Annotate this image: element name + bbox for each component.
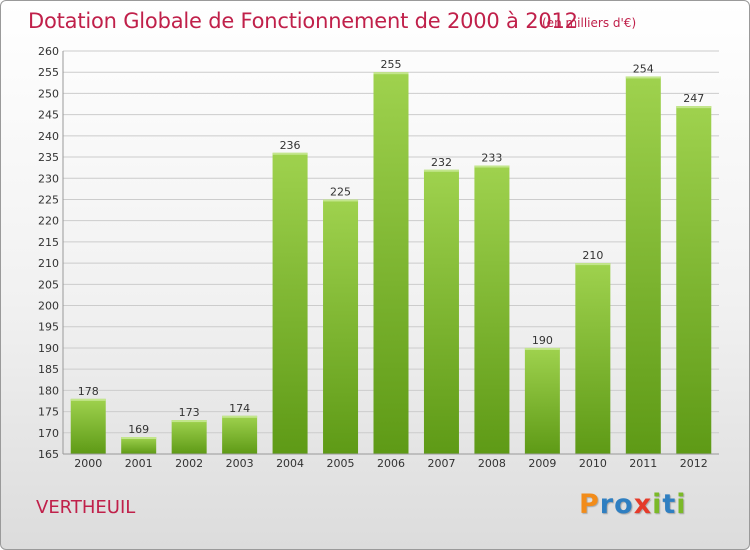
x-tick-label-2012: 2012 (680, 457, 708, 470)
logo-letter: t (662, 489, 677, 520)
value-label-2004: 236 (280, 139, 301, 152)
value-label-2002: 173 (179, 406, 200, 419)
bar-highlight (272, 152, 308, 155)
x-tick-label-2000: 2000 (74, 457, 102, 470)
bar-highlight (423, 169, 459, 172)
bar-highlight (676, 106, 712, 109)
value-label-2007: 232 (431, 156, 452, 169)
y-tick-label: 180 (38, 384, 59, 397)
chart-title: Dotation Globale de Fonctionnement de 20… (28, 9, 578, 33)
logo-letter: i (676, 489, 687, 520)
y-tick-label: 215 (38, 236, 59, 249)
bars: 178 169 173 174 236 225 255 232 233 190 210 254 247 (70, 58, 712, 455)
y-tick-label: 185 (38, 363, 59, 376)
x-tick-label-2002: 2002 (175, 457, 203, 470)
bar-2002 (171, 420, 207, 454)
value-label-2011: 254 (633, 62, 654, 75)
x-tick-label-2003: 2003 (226, 457, 254, 470)
bar-2006 (373, 72, 409, 455)
value-label-2005: 225 (330, 185, 351, 198)
bar-2007 (423, 169, 459, 455)
bar-highlight (171, 420, 207, 423)
bar-highlight (575, 263, 611, 266)
value-label-2009: 190 (532, 334, 553, 347)
bar-highlight (524, 347, 560, 350)
y-tick-label: 220 (38, 215, 59, 228)
logo-letter: P (579, 489, 600, 520)
bar-2012 (676, 106, 712, 454)
bar-highlight (474, 165, 510, 168)
bar-2003 (222, 415, 258, 454)
y-tick-label: 245 (38, 109, 59, 122)
x-tick-label-2004: 2004 (276, 457, 304, 470)
logo-letter: r (599, 489, 615, 520)
value-label-2003: 174 (229, 402, 250, 415)
bar-2000 (70, 398, 106, 454)
y-tick-label: 210 (38, 257, 59, 270)
commune-name: VERTHEUIL (36, 497, 136, 518)
y-tick-label: 230 (38, 172, 59, 185)
y-tick-label: 255 (38, 66, 59, 79)
bar-highlight (625, 76, 661, 79)
logo-letter: x (633, 489, 653, 520)
value-label-2001: 169 (128, 423, 149, 436)
bar-highlight (222, 415, 258, 418)
x-tick-label-2009: 2009 (528, 457, 556, 470)
bar-2010 (575, 263, 611, 454)
y-tick-label: 170 (38, 427, 59, 440)
y-tick-label: 190 (38, 342, 59, 355)
y-axis: 165 170 175 180 185 190 195 200 205 210 215 220 225 2… (38, 45, 64, 461)
bar-2011 (625, 76, 661, 454)
x-axis: 2000 2001 2002 2003 2004 2005 2006 2007 2008 2009… (63, 453, 719, 470)
x-tick-label-2008: 2008 (478, 457, 506, 470)
y-tick-label: 200 (38, 300, 59, 313)
y-tick-label: 225 (38, 193, 59, 206)
logo-letter: o (614, 489, 634, 520)
x-tick-label-2005: 2005 (327, 457, 355, 470)
x-tick-label-2006: 2006 (377, 457, 405, 470)
bar-highlight (373, 72, 409, 75)
bar-highlight (323, 199, 359, 202)
y-tick-label: 240 (38, 130, 59, 143)
value-label-2008: 233 (481, 152, 502, 165)
y-tick-label: 260 (38, 45, 59, 58)
y-tick-label: 165 (38, 448, 59, 461)
y-tick-label: 205 (38, 278, 59, 291)
bar-2008 (474, 165, 510, 454)
x-tick-label-2011: 2011 (629, 457, 657, 470)
bar-highlight (121, 437, 157, 440)
y-tick-label: 175 (38, 406, 59, 419)
proxiti-logo: Proxiti (579, 489, 687, 520)
x-tick-label-2007: 2007 (427, 457, 455, 470)
bar-2001 (121, 437, 157, 454)
bar-2004 (272, 152, 308, 454)
x-tick-label-2001: 2001 (125, 457, 153, 470)
y-tick-label: 195 (38, 321, 59, 334)
bar-highlight (70, 398, 106, 401)
y-tick-label: 235 (38, 151, 59, 164)
bar-2009 (524, 347, 560, 454)
x-tick-label-2010: 2010 (579, 457, 607, 470)
value-label-2010: 210 (582, 249, 603, 262)
value-label-2012: 247 (683, 92, 704, 105)
unit-note: (en milliers d'€) (542, 16, 637, 30)
value-label-2006: 255 (381, 58, 402, 71)
logo-letter: i (652, 489, 663, 520)
y-tick-label: 250 (38, 87, 59, 100)
bar-2005 (323, 199, 359, 454)
value-label-2000: 178 (78, 385, 99, 398)
